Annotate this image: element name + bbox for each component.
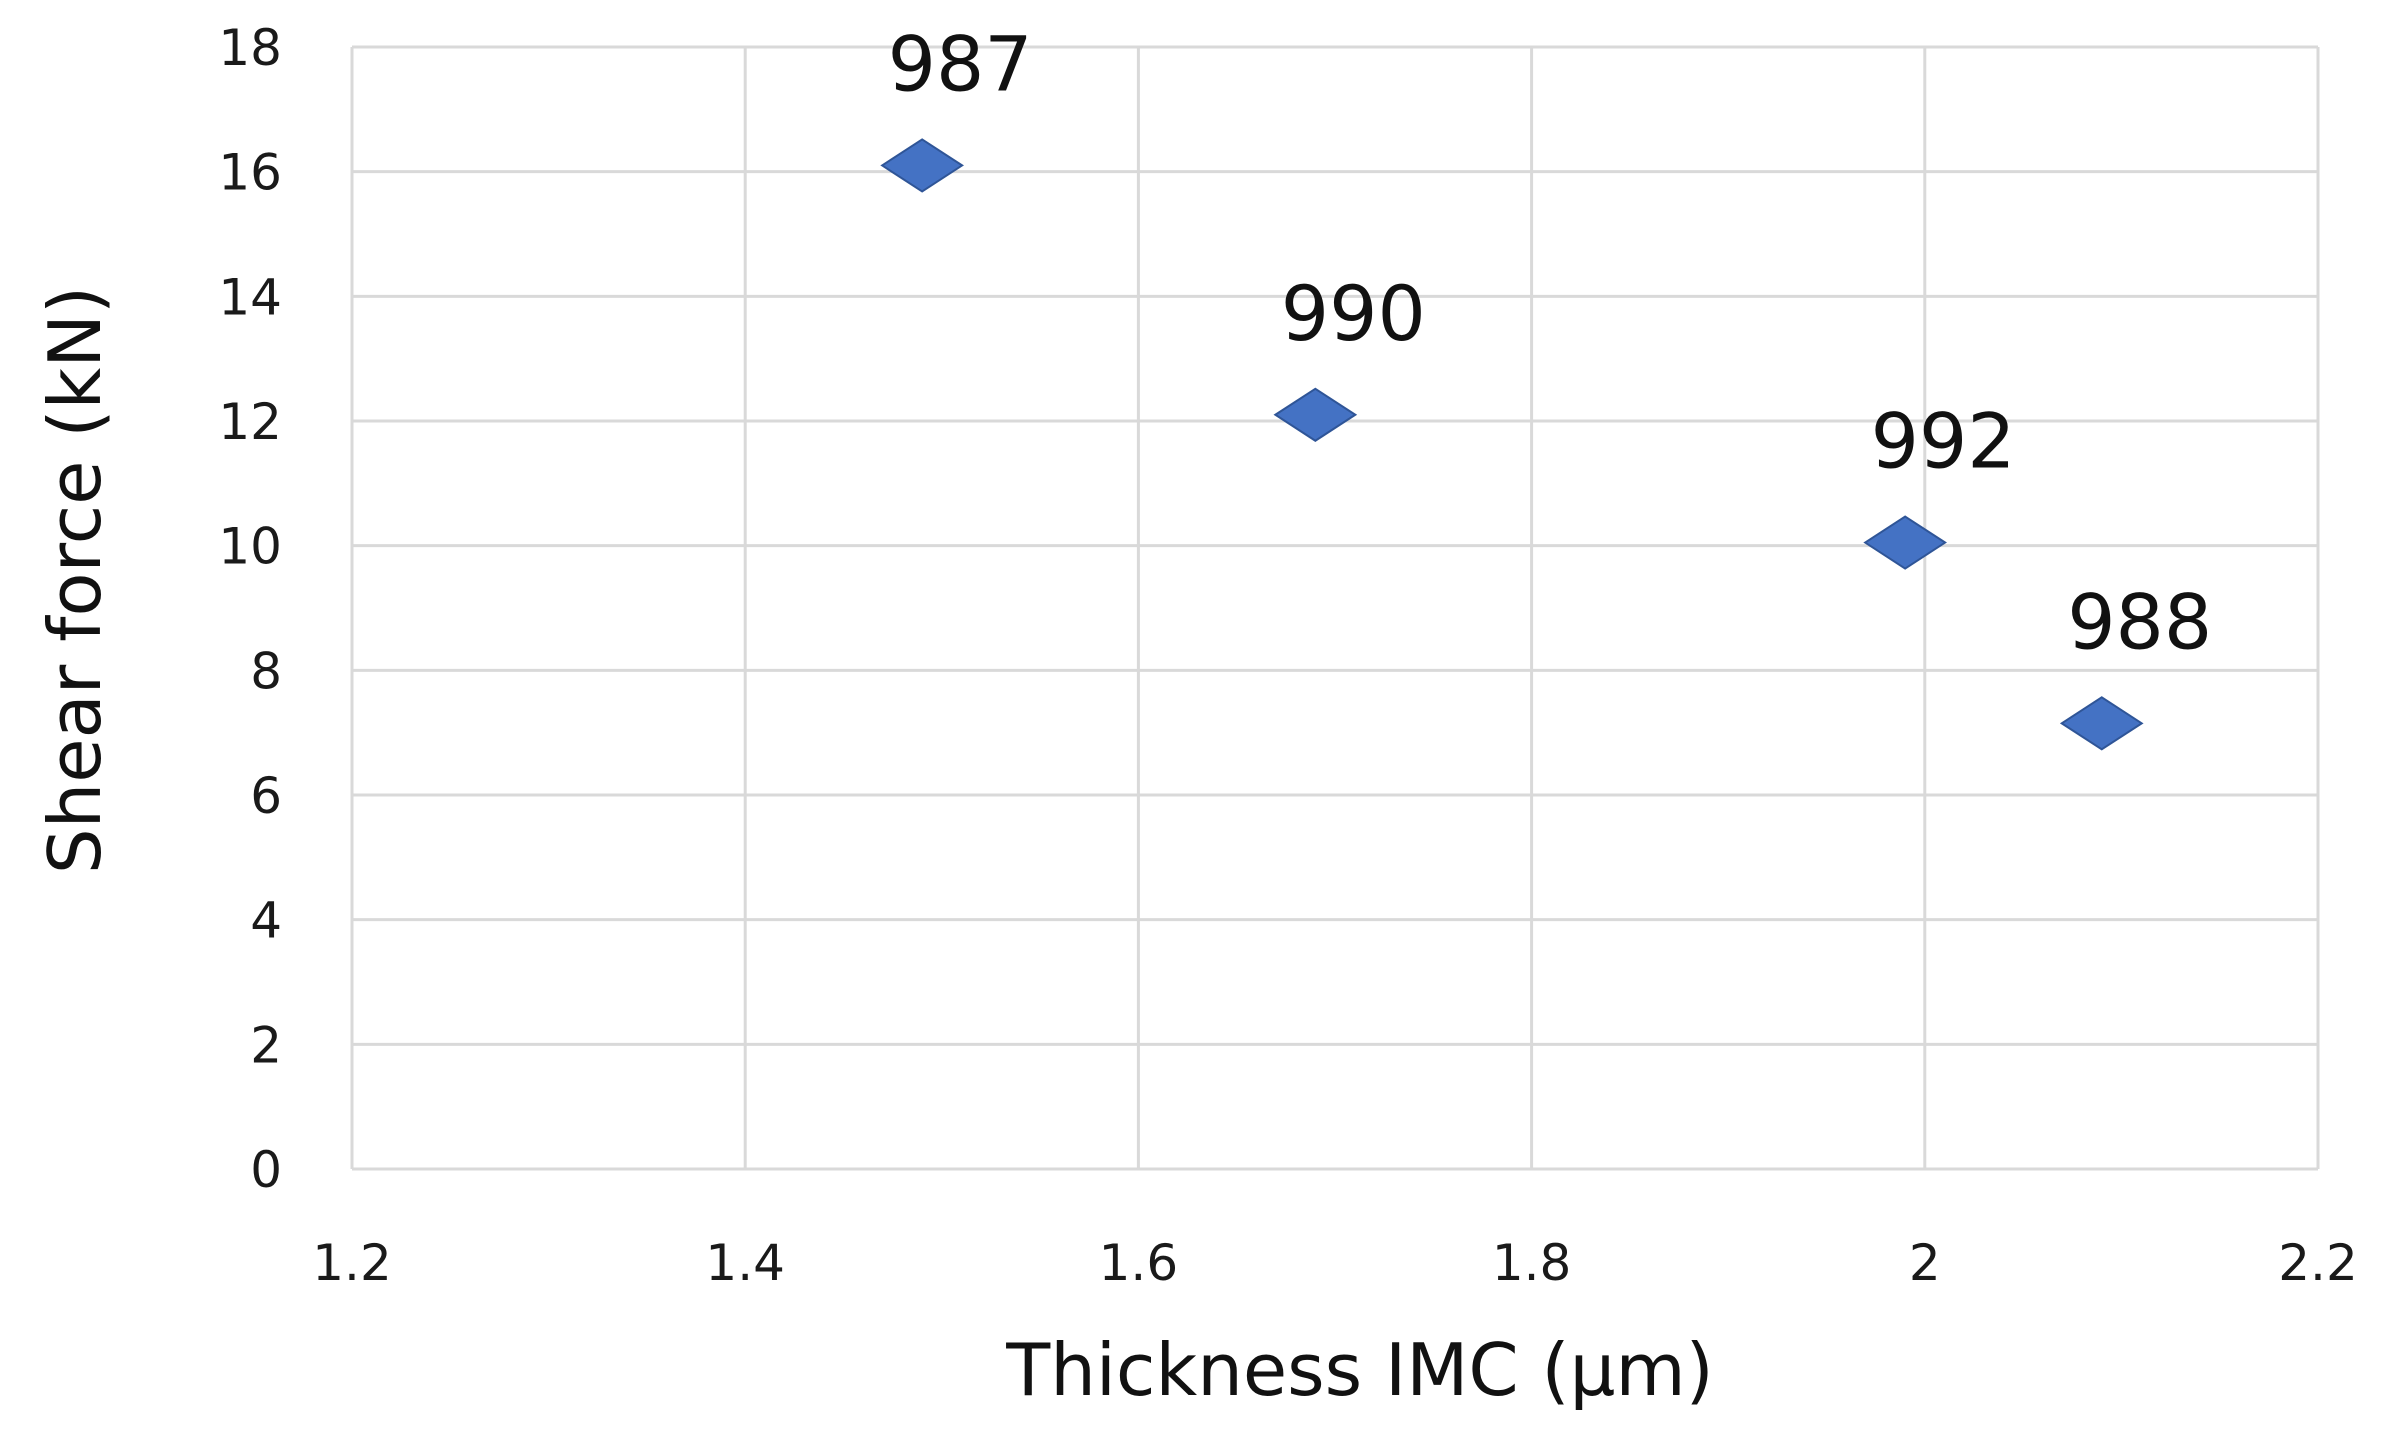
y-tick-label: 14 [218,268,282,326]
y-tick-label: 4 [250,892,282,950]
y-axis-ticks: 0 2 4 6 8 10 12 14 16 18 [218,19,282,1199]
data-points [880,138,2144,751]
data-label-988: 988 [2067,577,2212,666]
x-tick-label: 1.2 [312,1234,392,1292]
x-tick-label: 1.6 [1099,1234,1179,1292]
data-label-992: 992 [1871,397,2016,486]
data-labels: 987 990 992 988 [888,19,2213,666]
x-tick-label: 2.2 [2278,1234,2358,1292]
y-tick-label: 16 [218,144,282,202]
data-point-988 [2059,696,2144,751]
y-tick-label: 6 [250,767,282,825]
y-tick-label: 12 [218,393,282,451]
y-tick-label: 2 [250,1016,282,1074]
y-tick-label: 18 [218,19,282,77]
y-axis-title: Shear force (kN) [33,286,117,874]
data-label-990: 990 [1281,269,1426,358]
y-tick-label: 0 [250,1141,282,1199]
data-point-990 [1273,387,1358,442]
grid [350,45,2320,1171]
data-label-987: 987 [888,19,1033,108]
x-tick-label: 2 [1909,1234,1941,1292]
y-tick-label: 10 [218,518,282,576]
x-tick-label: 1.8 [1492,1234,1572,1292]
data-point-987 [880,138,964,193]
y-tick-label: 8 [250,642,282,700]
x-tick-label: 1.4 [705,1234,785,1292]
x-axis-ticks: 1.2 1.4 1.6 1.8 2 2.2 [312,1234,2358,1292]
x-axis-title: Thickness IMC (µm) [1005,1328,1713,1412]
data-point-992 [1863,515,1947,570]
